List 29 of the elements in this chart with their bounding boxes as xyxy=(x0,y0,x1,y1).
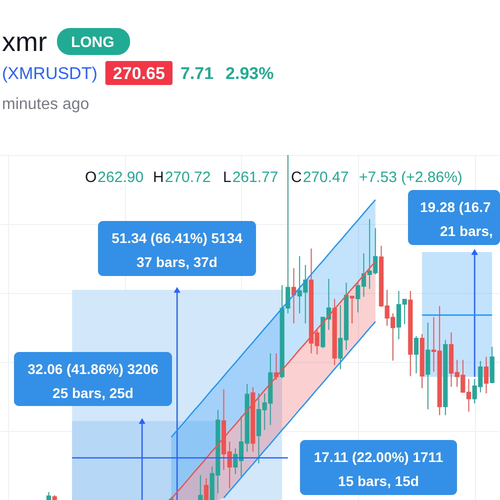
candlestick xyxy=(350,296,354,324)
annotation: 15 bars, 15d xyxy=(338,473,419,489)
candlestick xyxy=(204,478,209,500)
annotation: 32.06 (41.86%) 3206 xyxy=(28,361,159,377)
annotation: 270.47 xyxy=(302,169,349,186)
candlestick xyxy=(414,336,419,374)
annotation: 262.90 xyxy=(98,169,144,186)
text: 7.71 xyxy=(180,64,214,83)
annotation: 21 bars, xyxy=(440,223,493,239)
text: LONG xyxy=(70,34,114,51)
annotation: 37 bars, 37d xyxy=(136,254,218,270)
annotation: O xyxy=(85,169,97,186)
annotation: +7.53 (+2.86%) xyxy=(359,169,462,186)
text: minutes ago xyxy=(2,96,90,113)
chart-title: xmr xyxy=(2,27,47,57)
annotation: 17.11 (22.00%) 1711 xyxy=(314,449,444,465)
candlestick xyxy=(198,474,203,500)
annotation: C xyxy=(291,169,302,186)
annotation: 25 bars, 25d xyxy=(52,385,134,401)
text: (XMRUSDT) xyxy=(2,64,98,83)
annotation: H xyxy=(153,169,164,186)
annotation: 270.72 xyxy=(164,169,211,186)
annotation: 261.77 xyxy=(232,169,278,186)
text: 270.65 xyxy=(112,64,165,83)
candlestick xyxy=(484,356,489,394)
annotation: 19.28 (16.7 xyxy=(420,199,492,215)
annotation: L xyxy=(223,169,232,186)
text: 2.93% xyxy=(226,64,274,83)
annotation: 51.34 (66.41%) 5134 xyxy=(112,230,243,246)
